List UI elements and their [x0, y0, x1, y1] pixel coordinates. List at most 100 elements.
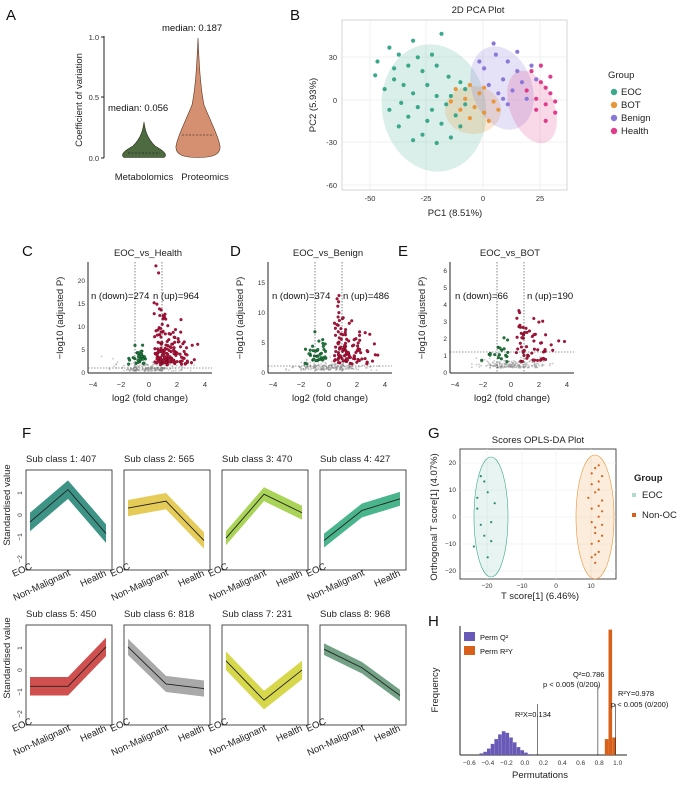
pca-point-eoc [415, 105, 420, 110]
panel-d-n-up: n (up)=486 [343, 291, 389, 302]
panel-d-ytick: 5 [261, 340, 265, 347]
volcano-point-ns [535, 366, 538, 369]
volcano-point-ns [180, 369, 183, 372]
volcano-point-ns [135, 370, 138, 372]
volcano-point-ns [317, 361, 320, 364]
volcano-point-up [333, 326, 337, 330]
volcano-c-points [100, 264, 200, 372]
legend-label-perm-r2y: Perm R²Y [480, 647, 513, 656]
volcano-point-ns [132, 368, 135, 371]
volcano-point-up [173, 340, 177, 344]
volcano-point-ns [338, 368, 341, 371]
volcano-point-down [497, 353, 501, 357]
volcano-point-ns [511, 363, 514, 366]
perm-q2-bar [483, 751, 487, 755]
volcano-point-ns [500, 365, 503, 367]
pca-point-eoc [434, 140, 439, 146]
panel-g-ytick: −10 [445, 541, 456, 548]
volcano-point-ns [470, 366, 473, 369]
panel-e-xlabel: log2 (fold change) [474, 393, 550, 404]
volcano-point-ns [317, 364, 319, 367]
volcano-point-ns [503, 366, 506, 368]
subclass-frame [25, 624, 113, 726]
volcano-point-down [488, 351, 492, 356]
volcano-point-up [334, 349, 338, 354]
volcano-point-ns [355, 368, 358, 371]
volcano-point-ns [486, 364, 489, 367]
pca-point-eoc [463, 87, 468, 92]
volcano-point-ns [322, 368, 325, 371]
volcano-point-ns [150, 370, 152, 372]
volcano-point-down [502, 336, 506, 340]
volcano-point-ns [355, 366, 357, 369]
pca-point-eoc [411, 91, 416, 96]
volcano-point-up [539, 358, 543, 362]
volcano-point-ns [321, 367, 324, 370]
volcano-point-up [175, 351, 179, 355]
volcano-point-ns [139, 364, 141, 367]
volcano-point-ns [143, 369, 146, 372]
volcano-point-up [333, 354, 337, 358]
volcano-point-up [171, 330, 175, 334]
legend-swatch-perm-q2 [464, 632, 475, 641]
volcano-point-ns [319, 366, 322, 369]
volcano-point-ns [508, 365, 510, 368]
volcano-point-ns [501, 363, 504, 366]
volcano-point-ns [312, 367, 315, 369]
pca-point-eoc [396, 124, 401, 129]
volcano-point-ns [514, 363, 516, 366]
opls-point-non-oc [590, 507, 593, 510]
volcano-point-ns [510, 364, 513, 366]
pca-point-benign [482, 66, 487, 71]
volcano-point-ns [304, 367, 307, 370]
volcano-point-ns [325, 367, 328, 370]
volcano-point-ns [493, 360, 496, 362]
volcano-point-ns [538, 364, 541, 367]
panel-d-ylabel: −log10 (adjusted P) [235, 277, 246, 360]
volcano-point-down [317, 339, 321, 343]
volcano-point-up [162, 315, 167, 319]
volcano-point-ns [510, 364, 513, 367]
volcano-point-ns [329, 368, 331, 371]
legend-label-eoc: EOC [642, 490, 663, 501]
volcano-point-ns [514, 364, 517, 367]
opls-point-non-oc [597, 550, 600, 554]
volcano-point-ns [316, 369, 318, 371]
volcano-point-up [157, 307, 162, 311]
subclass-band [128, 493, 204, 549]
volcano-point-ns [495, 364, 498, 366]
volcano-point-down [308, 348, 312, 352]
volcano-point-ns [518, 363, 520, 366]
volcano-point-ns [375, 369, 378, 371]
volcano-point-down [136, 351, 140, 355]
volcano-point-up [518, 311, 522, 315]
volcano-point-up [355, 360, 359, 364]
volcano-point-up [166, 324, 170, 328]
panel-h-xtick: 0.6 [576, 760, 585, 767]
volcano-point-ns [159, 368, 162, 371]
volcano-point-ns [342, 363, 345, 366]
volcano-point-ns [158, 368, 161, 371]
panel-e: E EOC_vs_BOT n (down)=66 n (up)=190 0 1 … [398, 243, 574, 404]
volcano-point-up [165, 351, 169, 355]
volcano-point-up [167, 360, 171, 364]
volcano-point-ns [336, 367, 338, 369]
volcano-point-ns [130, 368, 133, 370]
volcano-point-ns [500, 366, 502, 369]
volcano-point-up [179, 355, 184, 359]
panel-label-f: F [22, 425, 31, 442]
volcano-point-ns [500, 365, 502, 367]
volcano-point-up [175, 360, 179, 364]
volcano-point-ns [516, 362, 518, 365]
volcano-point-ns [491, 361, 494, 363]
volcano-point-ns [508, 363, 510, 366]
volcano-point-up [157, 271, 161, 275]
volcano-point-up [154, 329, 158, 333]
subclass-mean-line [127, 500, 205, 541]
legend-swatch-nonoc [632, 513, 636, 517]
pca-point-bot [467, 116, 472, 121]
median-label-proteomics: median: 0.187 [162, 23, 222, 34]
volcano-point-ns [307, 367, 310, 370]
volcano-point-up [350, 362, 354, 366]
volcano-point-up [347, 353, 351, 357]
